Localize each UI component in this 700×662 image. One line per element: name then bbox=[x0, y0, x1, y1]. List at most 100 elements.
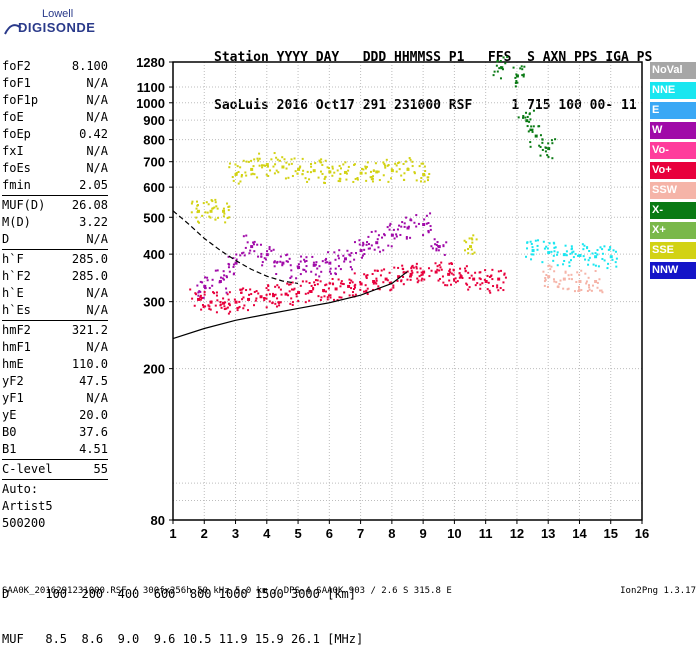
data-point bbox=[545, 273, 548, 276]
data-point bbox=[397, 266, 400, 269]
param-name: h`Es bbox=[2, 303, 31, 317]
data-point bbox=[298, 166, 301, 169]
data-point bbox=[474, 284, 477, 287]
data-point bbox=[266, 250, 269, 253]
data-point bbox=[352, 288, 355, 291]
data-point bbox=[368, 247, 371, 250]
data-point bbox=[422, 162, 425, 165]
data-point bbox=[227, 312, 230, 315]
data-point bbox=[406, 278, 409, 281]
data-point bbox=[421, 273, 424, 276]
data-point bbox=[196, 284, 199, 287]
data-point bbox=[445, 241, 448, 244]
x-tick-label: 11 bbox=[479, 526, 493, 541]
param-value: N/A bbox=[86, 144, 108, 158]
data-point bbox=[384, 166, 387, 169]
data-point bbox=[453, 279, 456, 282]
data-point bbox=[211, 278, 214, 281]
data-point bbox=[236, 306, 239, 309]
data-point bbox=[594, 264, 597, 267]
data-point bbox=[312, 261, 315, 264]
data-point bbox=[227, 255, 230, 258]
data-point bbox=[547, 265, 550, 268]
data-point bbox=[225, 287, 228, 290]
data-point bbox=[386, 164, 389, 167]
data-point bbox=[363, 248, 366, 251]
data-point bbox=[265, 297, 268, 300]
data-point bbox=[331, 277, 334, 280]
data-point bbox=[277, 171, 280, 174]
data-point bbox=[526, 115, 529, 118]
data-point bbox=[476, 282, 479, 285]
param-value: N/A bbox=[86, 340, 108, 354]
data-point bbox=[363, 290, 366, 293]
data-point bbox=[373, 269, 376, 272]
data-point bbox=[554, 138, 557, 141]
data-point bbox=[497, 270, 500, 273]
param-name: M(D) bbox=[2, 215, 31, 229]
data-point bbox=[371, 180, 374, 183]
data-point bbox=[434, 243, 437, 246]
data-point bbox=[514, 81, 517, 84]
data-point bbox=[299, 273, 302, 276]
logo-product: DIGISONDE bbox=[18, 20, 96, 35]
data-point bbox=[203, 293, 206, 296]
data-point bbox=[488, 275, 491, 278]
data-point bbox=[522, 75, 525, 78]
data-point bbox=[208, 215, 211, 218]
data-point bbox=[260, 164, 263, 167]
data-point bbox=[274, 293, 277, 296]
data-point bbox=[214, 304, 217, 307]
data-point bbox=[268, 246, 271, 249]
data-point bbox=[567, 287, 570, 290]
data-point bbox=[239, 288, 242, 291]
data-point bbox=[297, 300, 300, 303]
data-point bbox=[250, 159, 253, 162]
data-point bbox=[601, 257, 604, 260]
data-point bbox=[201, 281, 204, 284]
data-point bbox=[547, 275, 551, 279]
data-point bbox=[256, 176, 259, 179]
data-point bbox=[293, 287, 296, 290]
data-point bbox=[225, 307, 228, 310]
data-point bbox=[351, 268, 354, 271]
data-point bbox=[225, 276, 228, 279]
data-point bbox=[314, 279, 317, 282]
data-point bbox=[548, 264, 551, 267]
legend-item: X+ bbox=[650, 222, 696, 239]
data-point bbox=[382, 249, 385, 252]
data-point bbox=[522, 116, 525, 119]
data-point bbox=[216, 299, 219, 302]
param-row: yF1 N/A bbox=[2, 390, 108, 407]
data-point bbox=[418, 275, 421, 278]
param-row: foF2 8.100 bbox=[2, 58, 108, 75]
data-point bbox=[247, 309, 250, 312]
param-value: N/A bbox=[86, 161, 108, 175]
data-point bbox=[403, 222, 406, 225]
data-point bbox=[228, 291, 231, 294]
x-tick-label: 3 bbox=[232, 526, 239, 541]
data-point bbox=[211, 207, 214, 210]
data-point bbox=[325, 257, 328, 260]
data-point bbox=[381, 236, 384, 239]
data-point bbox=[202, 296, 205, 299]
muf-distance-row: D 100 200 400 600 800 1000 1500 3000 [km… bbox=[2, 587, 357, 601]
data-point bbox=[273, 265, 276, 268]
data-point bbox=[435, 243, 438, 246]
param-row: fmin 2.05 bbox=[2, 177, 108, 194]
data-point bbox=[264, 164, 267, 167]
data-point bbox=[245, 289, 248, 292]
data-point bbox=[356, 176, 359, 179]
data-point bbox=[465, 265, 468, 268]
data-point bbox=[497, 277, 501, 281]
data-point bbox=[229, 310, 232, 313]
data-point bbox=[204, 211, 207, 214]
data-point bbox=[319, 280, 322, 283]
data-point bbox=[550, 265, 553, 268]
param-value: 26.08 bbox=[71, 198, 108, 212]
data-point bbox=[588, 288, 591, 291]
data-point bbox=[581, 243, 584, 246]
data-point bbox=[496, 70, 499, 73]
data-point bbox=[198, 290, 201, 293]
data-point bbox=[468, 277, 471, 280]
